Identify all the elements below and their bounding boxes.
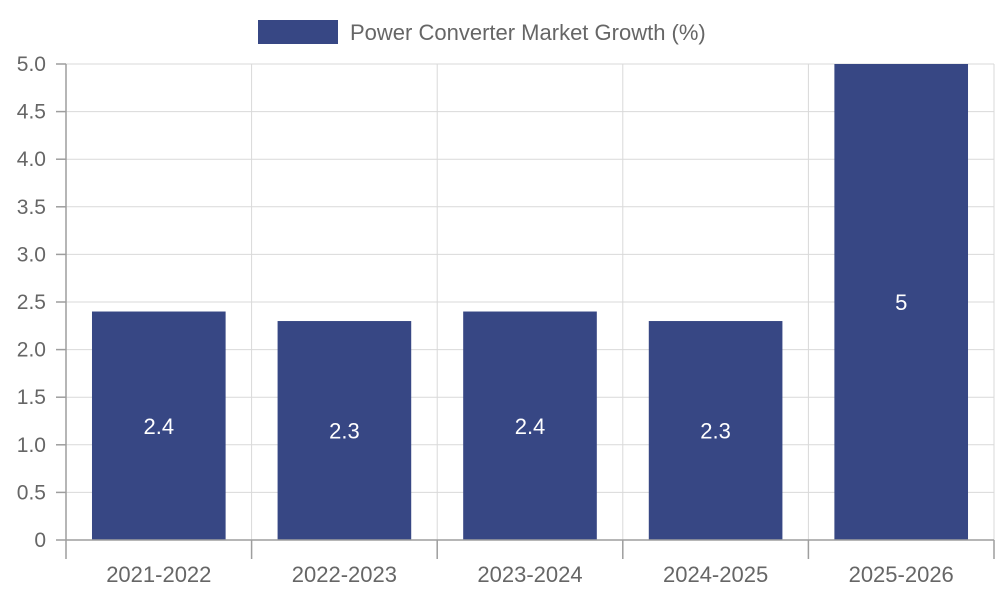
bar[interactable]: [648, 321, 783, 540]
y-tick-label: 3.5: [17, 196, 46, 219]
y-tick-label: 0: [34, 529, 46, 552]
y-tick-label: 2.0: [17, 339, 46, 362]
bar[interactable]: [277, 321, 412, 540]
bar-data-label: 2.3: [329, 419, 360, 444]
x-tick-label: 2023-2024: [477, 562, 582, 587]
bar-data-label: 2.4: [144, 414, 175, 439]
bar[interactable]: [91, 311, 226, 540]
legend-label: Power Converter Market Growth (%): [350, 20, 706, 45]
y-tick-label: 2.5: [17, 291, 46, 314]
legend-swatch: [258, 20, 338, 44]
y-tick-label: 3.0: [17, 243, 46, 266]
x-tick-label: 2025-2026: [849, 562, 954, 587]
y-axis-ticks: 0 0.5 1.0 1.5 2.0 2.5 3.0 3.5 4.0 4.5 5.0: [17, 53, 66, 552]
x-tick-label: 2022-2023: [292, 562, 397, 587]
y-tick-label: 4.5: [17, 101, 46, 124]
y-tick-label: 5.0: [17, 53, 46, 76]
chart-bars: [91, 64, 969, 540]
bar[interactable]: [463, 311, 597, 540]
chart-data-labels: 2.4 2.3 2.4 2.3 5: [144, 290, 908, 444]
chart-legend[interactable]: Power Converter Market Growth (%): [258, 20, 706, 45]
bar-data-label: 2.4: [515, 414, 546, 439]
x-tick-label: 2024-2025: [663, 562, 768, 587]
x-tick-label: 2021-2022: [106, 562, 211, 587]
bar-data-label: 2.3: [700, 419, 731, 444]
y-tick-label: 1.0: [17, 434, 46, 457]
bar[interactable]: [834, 64, 969, 540]
y-tick-label: 0.5: [17, 481, 46, 504]
bar-data-label: 5: [895, 290, 907, 315]
y-tick-label: 4.0: [17, 148, 46, 171]
x-axis-ticks: 2021-2022 2022-2023 2023-2024 2024-2025 2025…: [65, 540, 995, 587]
y-tick-label: 1.5: [17, 386, 46, 409]
